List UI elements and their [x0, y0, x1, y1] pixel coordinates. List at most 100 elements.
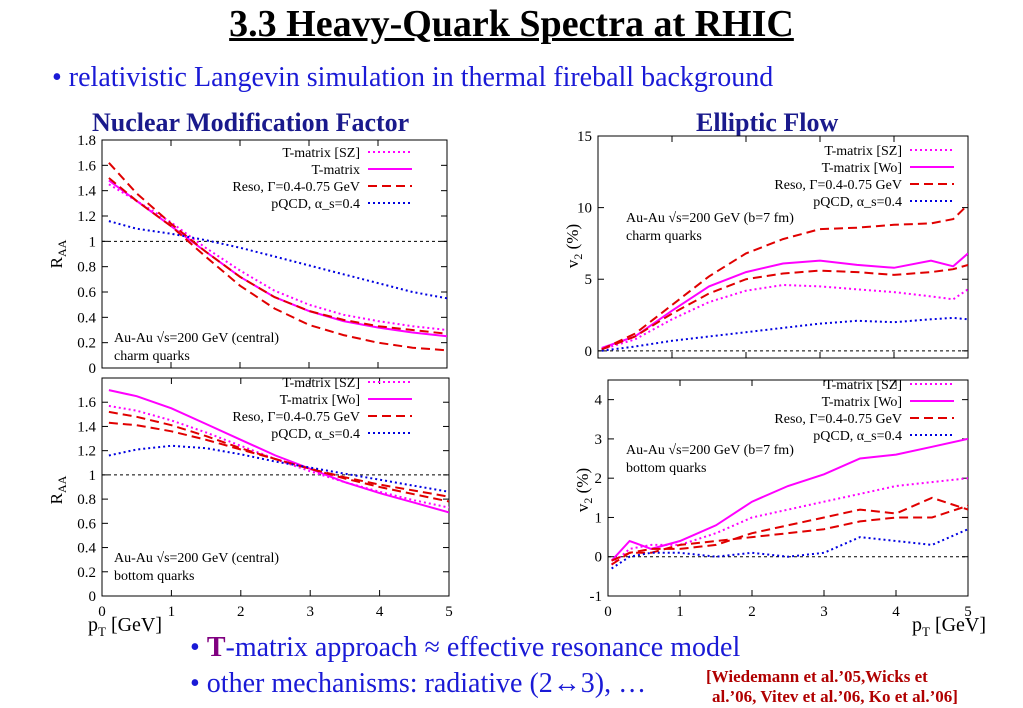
legend-label: Reso, Γ=0.4-0.75 GeV [774, 412, 902, 427]
y-tick-label: 0.6 [77, 285, 96, 301]
y-tick-label: 0.4 [77, 310, 96, 326]
series-line [610, 437, 968, 562]
series-line [108, 162, 447, 335]
heading-elliptic-flow: Elliptic Flow [696, 108, 839, 137]
heading-nuclear-modification: Nuclear Modification Factor [92, 108, 410, 137]
legend-label: T-matrix [Wo] [280, 393, 360, 408]
bullet-tmatrix-T: T [206, 632, 226, 663]
chart-raa-bottom: 0 0.2 0.4 0.6 0.8 1 1.2 1.4 1.6 0 1 2 3 4 5 RAA T-matrix… [47, 376, 453, 620]
xlabel-right: pT [GeV] [912, 614, 986, 640]
series-line [108, 220, 447, 300]
legend-label: T-matrix [312, 163, 360, 178]
reference-line1: [Wiedemann et al.’05,Wicks et [706, 667, 928, 686]
y-tick-label: 3 [595, 432, 603, 448]
y-tick-label: 1.6 [77, 158, 96, 174]
y-tick-label: 10 [577, 201, 592, 217]
y-tick-label: -1 [590, 589, 603, 605]
reference-box: [Wiedemann et al.’05,Wicks et al.’06, Vi… [706, 667, 1021, 707]
y-axis-label: RAA [47, 239, 69, 268]
x-tick-label: 1 [168, 604, 176, 620]
y-tick-label: 2 [595, 471, 603, 487]
legend-label: T-matrix [SZ] [824, 144, 902, 159]
y-tick-label: 15 [577, 129, 592, 145]
y-tick-label: 0.8 [77, 260, 96, 276]
xlabel-left-unit: [GeV] [105, 614, 163, 636]
y-axis-label-main: R [47, 492, 66, 504]
x-tick-label: 5 [445, 604, 453, 620]
y-axis-label: v2 (%) [573, 468, 595, 512]
series-line [610, 477, 968, 566]
y-tick-label: 0 [595, 550, 603, 566]
chart-annotation: Au-Au √s=200 GeV (b=7 fm) [626, 443, 794, 458]
xlabel-right-unit: [GeV] [929, 614, 987, 636]
x-tick-label: 0 [98, 604, 106, 620]
bullet-tmatrix-prefix: • [190, 632, 207, 663]
plot-frame [607, 379, 969, 597]
reference-line2: al.’06, Vitev et al.’06, Ko et al.’06] [712, 687, 958, 706]
x-tick-label: 2 [748, 604, 756, 620]
y-tick-label: 1.4 [77, 184, 96, 200]
y-tick-label: 1.2 [77, 209, 96, 225]
bullet-tmatrix: • T-matrix approach ≈ effective resonanc… [190, 632, 740, 664]
x-tick-label: 4 [892, 604, 900, 620]
y-tick-label: 1 [595, 510, 603, 526]
chart-annotation: charm quarks [626, 229, 702, 244]
x-tick-label: 5 [964, 604, 972, 620]
legend-label: pQCD, α_s=0.4 [271, 427, 360, 442]
legend-label: pQCD, α_s=0.4 [813, 429, 902, 444]
y-tick-label: 1.4 [77, 419, 96, 435]
series-line [108, 389, 449, 514]
legend-label: T-matrix [SZ] [282, 146, 360, 161]
chart-annotation: bottom quarks [114, 569, 195, 584]
chart-annotation: bottom quarks [626, 461, 707, 476]
legend-label: T-matrix [SZ] [824, 378, 902, 393]
legend-label: T-matrix [Wo] [822, 161, 902, 176]
bullet-langevin: • relativistic Langevin simulation in th… [52, 62, 774, 93]
chart-annotation: charm quarks [114, 349, 190, 364]
legend-label: T-matrix [Wo] [822, 395, 902, 410]
y-tick-label: 0.2 [77, 565, 96, 581]
x-tick-label: 1 [676, 604, 684, 620]
series-line [611, 496, 968, 562]
plot-frame [597, 135, 969, 359]
y-axis-label-sub: 2 [571, 254, 585, 260]
y-tick-label: 0.8 [77, 492, 96, 508]
chart-annotation: Au-Au √s=200 GeV (b=7 fm) [626, 211, 794, 226]
x-tick-label: 3 [820, 604, 828, 620]
plot-frame [101, 377, 450, 597]
xlabel-right-main: p [912, 614, 922, 636]
y-tick-label: 0 [585, 344, 593, 360]
legend-label: Reso, Γ=0.4-0.75 GeV [232, 410, 360, 425]
y-axis-label-unit: (%) [573, 468, 592, 498]
series-line [601, 252, 968, 349]
y-tick-label: 0 [89, 361, 97, 377]
y-tick-label: 1.8 [77, 133, 96, 149]
series-line [601, 283, 968, 351]
y-axis-label-main: R [47, 256, 66, 268]
legend-label: T-matrix [SZ] [282, 376, 360, 391]
legend-label: Reso, Γ=0.4-0.75 GeV [774, 178, 902, 193]
y-tick-label: 1.2 [77, 444, 96, 460]
xlabel-left: pT [GeV] [88, 614, 162, 640]
y-axis-label-sub: AA [55, 475, 69, 493]
series-line [108, 444, 449, 493]
y-tick-label: 0 [89, 589, 97, 605]
chart-raa-charm: 0 0.2 0.4 0.6 0.8 1 1.2 1.4 1.6 1.8 RAA T-matrix [S… [47, 133, 448, 377]
series-line [601, 203, 968, 351]
series-line [108, 421, 449, 498]
chart-annotation: Au-Au √s=200 GeV (central) [114, 331, 279, 346]
y-tick-label: 0.2 [77, 336, 96, 352]
y-axis-label-unit: (%) [563, 224, 582, 254]
chart-v2-charm: 0 5 10 15 v2 (%) T-matrix [SZ] T-matrix [Wo] Re… [563, 129, 969, 360]
y-tick-label: 0.4 [77, 541, 96, 557]
x-tick-label: 2 [237, 604, 245, 620]
bullet-tmatrix-rest: -matrix approach ≈ effective resonance m… [225, 632, 741, 663]
xlabel-left-sub: T [98, 624, 106, 639]
y-axis-label-sub: 2 [581, 498, 595, 504]
y-axis-label-main: v [563, 259, 582, 268]
y-tick-label: 0.6 [77, 516, 96, 532]
series-line [601, 316, 968, 352]
chart-annotation: Au-Au √s=200 GeV (central) [114, 551, 279, 566]
series-line [108, 177, 447, 352]
